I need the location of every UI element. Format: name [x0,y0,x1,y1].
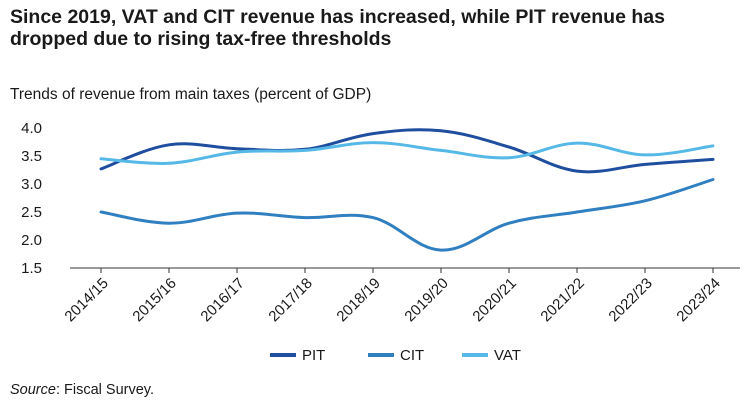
source-label: Source [10,382,56,398]
series-line-pit [99,128,715,174]
source-note: Source: Fiscal Survey. [10,382,154,398]
series-lines [99,128,715,252]
y-tick-label: 4.0 [21,120,42,137]
x-tick-label: 2022/23 [605,275,655,325]
x-tick-label: 2021/22 [537,275,587,325]
chart-title: Since 2019, VAT and CIT revenue has incr… [10,6,665,50]
y-tick-label: 3.0 [21,176,42,193]
chart-subtitle: Trends of revenue from main taxes (perce… [10,86,372,103]
series-line-vat [99,141,715,165]
x-tick-label: 2019/20 [401,275,451,325]
x-tick-label: 2014/15 [61,275,111,325]
x-axis: 2014/15 2015/16 2016/17 2017/18 2018/19 2019/… [61,267,740,325]
y-tick-label: 1.5 [21,260,42,277]
x-tick-label: 2015/16 [129,275,179,325]
series-line-cit [99,178,715,252]
x-tick-label: 2018/19 [333,275,383,325]
legend: PIT CIT VAT [270,347,521,364]
x-tick-label: 2016/17 [197,275,247,325]
legend-label-pit: PIT [302,347,325,364]
legend-label-vat: VAT [494,347,521,364]
source-text: : Fiscal Survey. [55,382,154,398]
legend-label-cit: CIT [400,347,424,364]
x-tick-label: 2020/21 [469,275,519,325]
x-tick-label: 2023/24 [673,275,723,325]
y-tick-label: 3.5 [21,148,42,165]
y-axis: 4.0 3.5 3.0 2.5 2.0 1.5 [21,120,42,277]
y-tick-label: 2.0 [21,232,42,249]
y-tick-label: 2.5 [21,204,42,221]
x-tick-label: 2017/18 [265,275,315,325]
